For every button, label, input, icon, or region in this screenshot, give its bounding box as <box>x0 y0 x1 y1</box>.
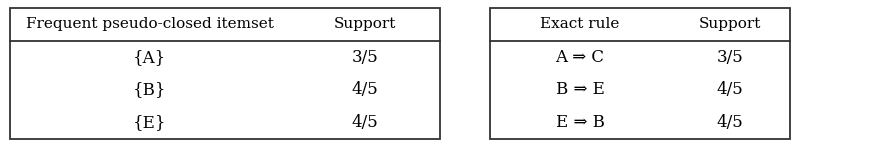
Text: B ⇒ E: B ⇒ E <box>555 81 603 98</box>
Text: Support: Support <box>333 17 396 31</box>
Bar <box>10 8 439 139</box>
Text: {A}: {A} <box>133 49 166 66</box>
Text: E ⇒ B: E ⇒ B <box>555 114 603 131</box>
Bar <box>489 8 789 139</box>
Text: 3/5: 3/5 <box>716 49 743 66</box>
Text: {B}: {B} <box>132 81 167 98</box>
Text: Exact rule: Exact rule <box>539 17 619 31</box>
Text: 4/5: 4/5 <box>351 114 378 131</box>
Text: Frequent pseudo-closed itemset: Frequent pseudo-closed itemset <box>25 17 274 31</box>
Text: 4/5: 4/5 <box>716 114 743 131</box>
Text: 4/5: 4/5 <box>351 81 378 98</box>
Text: 3/5: 3/5 <box>351 49 378 66</box>
Text: 4/5: 4/5 <box>716 81 743 98</box>
Text: {E}: {E} <box>132 114 167 131</box>
Text: Support: Support <box>698 17 760 31</box>
Text: A ⇒ C: A ⇒ C <box>555 49 603 66</box>
